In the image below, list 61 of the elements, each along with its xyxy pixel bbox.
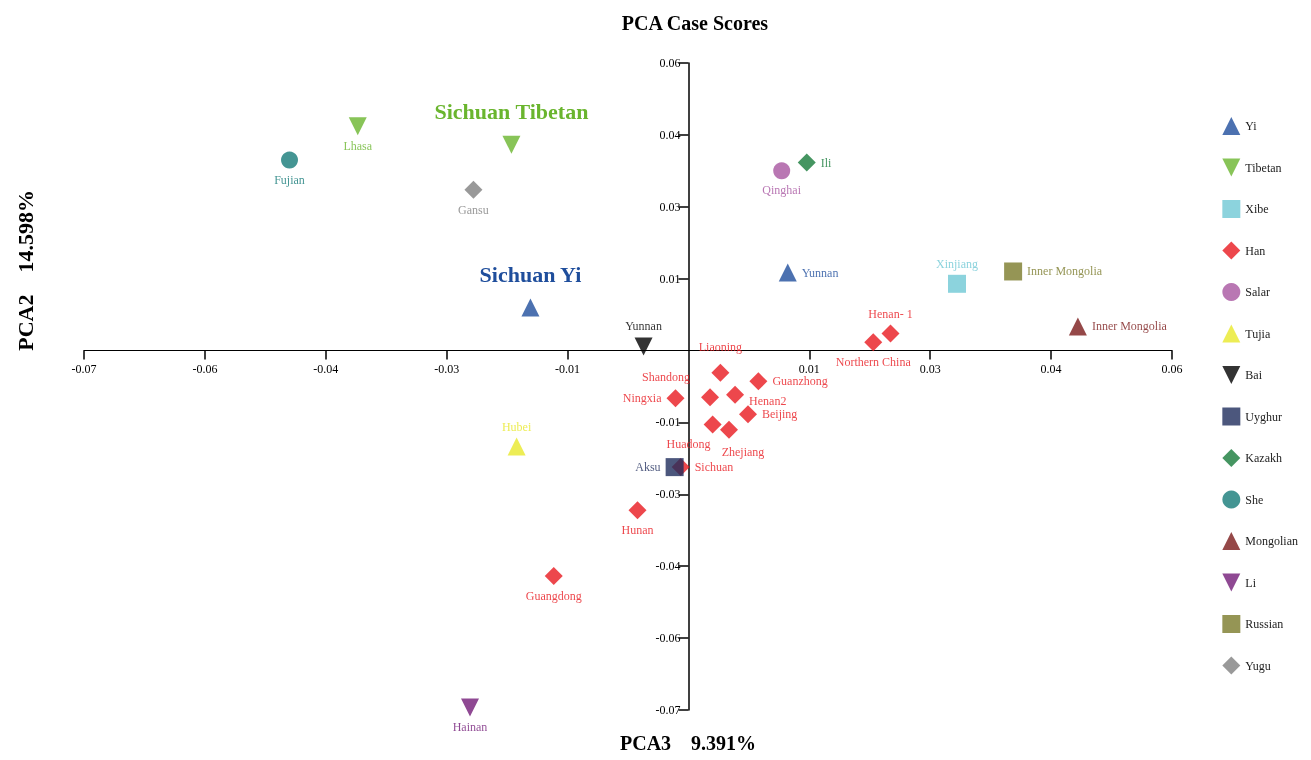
x-tick-label: -0.03 bbox=[434, 361, 460, 376]
data-label: Xinjiang bbox=[935, 256, 978, 271]
data-label: Sichuan bbox=[694, 460, 734, 475]
annotation: Sichuan Yi bbox=[479, 261, 582, 287]
y-tick-label: 0.03 bbox=[659, 199, 681, 214]
legend-label: She bbox=[1245, 492, 1264, 507]
legend-label: Kazakh bbox=[1245, 451, 1282, 465]
legend-label: Uyghur bbox=[1245, 409, 1283, 424]
legend-label: Tujia bbox=[1245, 326, 1271, 341]
legend-label: Yi bbox=[1245, 119, 1258, 133]
data-label: Inner Mongolia bbox=[1091, 319, 1168, 334]
y-tick-label: 0.04 bbox=[659, 127, 681, 142]
data-label: Lhasa bbox=[343, 139, 373, 154]
x-tick-label: -0.04 bbox=[313, 361, 339, 376]
legend-label: Xibe bbox=[1245, 202, 1269, 216]
legend-label: Tibetan bbox=[1245, 160, 1282, 175]
x-axis-title: PCA3 9.391% bbox=[620, 732, 757, 754]
data-label: Aksu bbox=[635, 460, 661, 475]
y-tick-label: -0.04 bbox=[655, 559, 681, 574]
data-label: Guangdong bbox=[525, 588, 582, 603]
x-tick-label: -0.06 bbox=[192, 361, 218, 376]
x-tick-label: 0.06 bbox=[1161, 361, 1183, 376]
data-label: Inner Mongolia bbox=[1027, 264, 1103, 279]
legend-label: Russian bbox=[1245, 617, 1284, 631]
data-label: Northern China bbox=[835, 355, 912, 370]
x-tick-label: 0.01 bbox=[798, 361, 820, 376]
data-label: Liaoning bbox=[698, 339, 743, 354]
y-tick-label: -0.07 bbox=[655, 703, 681, 717]
x-tick-label: 0.04 bbox=[1040, 361, 1062, 376]
y-axis-title: PCA2 14.598% bbox=[12, 190, 38, 351]
x-tick-label: -0.07 bbox=[71, 361, 97, 376]
data-label: Guanzhong bbox=[772, 374, 828, 389]
data-label: Hubei bbox=[501, 419, 532, 434]
data-label: Ili bbox=[820, 155, 833, 170]
x-tick-label: 0.03 bbox=[919, 361, 941, 376]
x-tick-label: -0.01 bbox=[555, 361, 581, 376]
data-label: Gansu bbox=[458, 202, 489, 217]
data-label: Yunnan bbox=[625, 319, 662, 334]
data-label: Yunnan bbox=[801, 265, 839, 280]
y-tick-label: 0.06 bbox=[659, 56, 681, 70]
legend-label: Mongolian bbox=[1245, 534, 1299, 548]
legend-label: Li bbox=[1245, 575, 1257, 590]
data-label: Zhejiang bbox=[721, 444, 765, 459]
data-label: Beijing bbox=[762, 407, 798, 422]
data-label: Hainan bbox=[452, 720, 488, 735]
y-tick-label: -0.01 bbox=[655, 415, 681, 430]
y-tick-label: 0.01 bbox=[659, 271, 681, 286]
data-label: Ningxia bbox=[622, 391, 663, 406]
data-label: Henan2 bbox=[749, 393, 787, 408]
data-label: Henan- 1 bbox=[868, 306, 913, 321]
data-label: Qinghai bbox=[762, 183, 802, 198]
annotation: Sichuan Tibetan bbox=[434, 99, 589, 125]
chart-title: PCA Case Scores bbox=[621, 12, 769, 34]
data-label: Hunan bbox=[621, 523, 654, 538]
legend-label: Salar bbox=[1245, 285, 1270, 299]
legend-label: Bai bbox=[1245, 368, 1263, 382]
legend-label: Han bbox=[1245, 243, 1266, 258]
legend-label: Yugu bbox=[1245, 658, 1271, 673]
y-tick-label: -0.06 bbox=[655, 631, 681, 646]
y-tick-label: -0.03 bbox=[655, 487, 681, 502]
data-label: Fujian bbox=[274, 172, 305, 187]
